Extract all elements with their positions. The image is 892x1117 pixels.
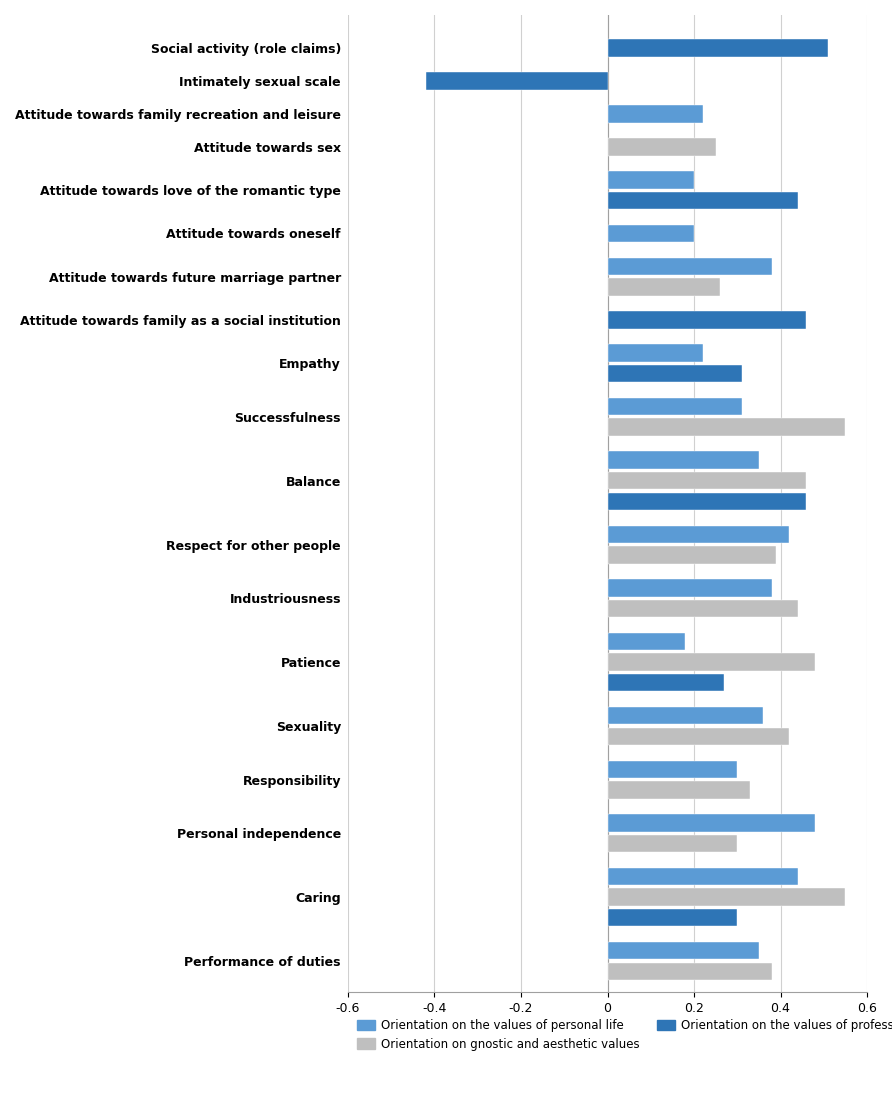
Bar xyxy=(607,105,703,123)
Bar xyxy=(607,192,797,209)
Bar xyxy=(607,600,797,618)
Bar xyxy=(607,674,724,691)
Bar xyxy=(607,472,806,489)
Bar xyxy=(607,868,797,885)
Bar xyxy=(607,39,828,57)
Bar xyxy=(607,727,789,745)
Bar xyxy=(425,73,607,89)
Bar xyxy=(607,546,776,564)
Bar xyxy=(607,942,759,960)
Bar xyxy=(607,963,772,980)
Bar xyxy=(607,398,741,416)
Bar xyxy=(607,419,846,436)
Legend: Orientation on the values of personal life, Orientation on gnostic and aesthetic: Orientation on the values of personal li… xyxy=(354,1015,892,1054)
Bar xyxy=(607,781,750,799)
Bar xyxy=(607,888,846,906)
Bar xyxy=(607,171,694,189)
Bar xyxy=(607,653,815,671)
Bar xyxy=(607,312,806,328)
Bar xyxy=(607,365,741,382)
Bar xyxy=(607,493,806,510)
Bar xyxy=(607,526,789,543)
Bar xyxy=(607,909,738,926)
Bar xyxy=(607,633,685,650)
Bar xyxy=(607,761,738,779)
Bar xyxy=(607,139,715,155)
Bar xyxy=(607,258,772,275)
Bar xyxy=(607,834,738,852)
Bar xyxy=(607,344,703,362)
Bar xyxy=(607,451,759,469)
Bar xyxy=(607,707,764,725)
Bar xyxy=(607,278,720,296)
Bar xyxy=(607,225,694,242)
Bar xyxy=(607,580,772,596)
Bar xyxy=(607,814,815,831)
